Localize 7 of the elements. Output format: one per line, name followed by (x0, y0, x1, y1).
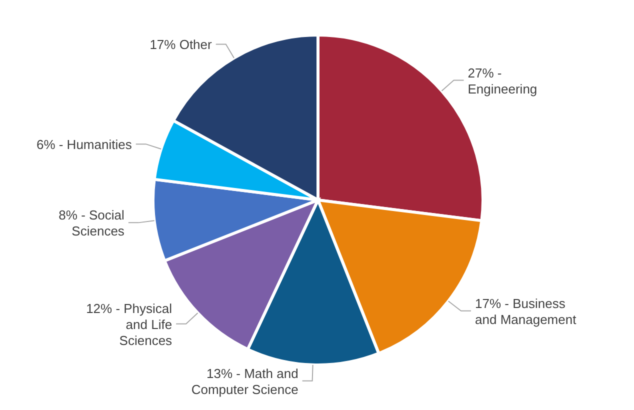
slice-label: 8% - Social Sciences (58, 208, 125, 239)
slice-label: 13% - Math and Computer Science (191, 366, 298, 397)
slice-label: 17% Other (150, 37, 213, 52)
slice-label: 6% - Humanities (36, 137, 132, 152)
slice-label: 27% - Engineering (468, 65, 538, 96)
slice-label: 17% - Business and Management (475, 296, 577, 327)
slice-label: 12% - Physical and Life Sciences (86, 300, 173, 348)
